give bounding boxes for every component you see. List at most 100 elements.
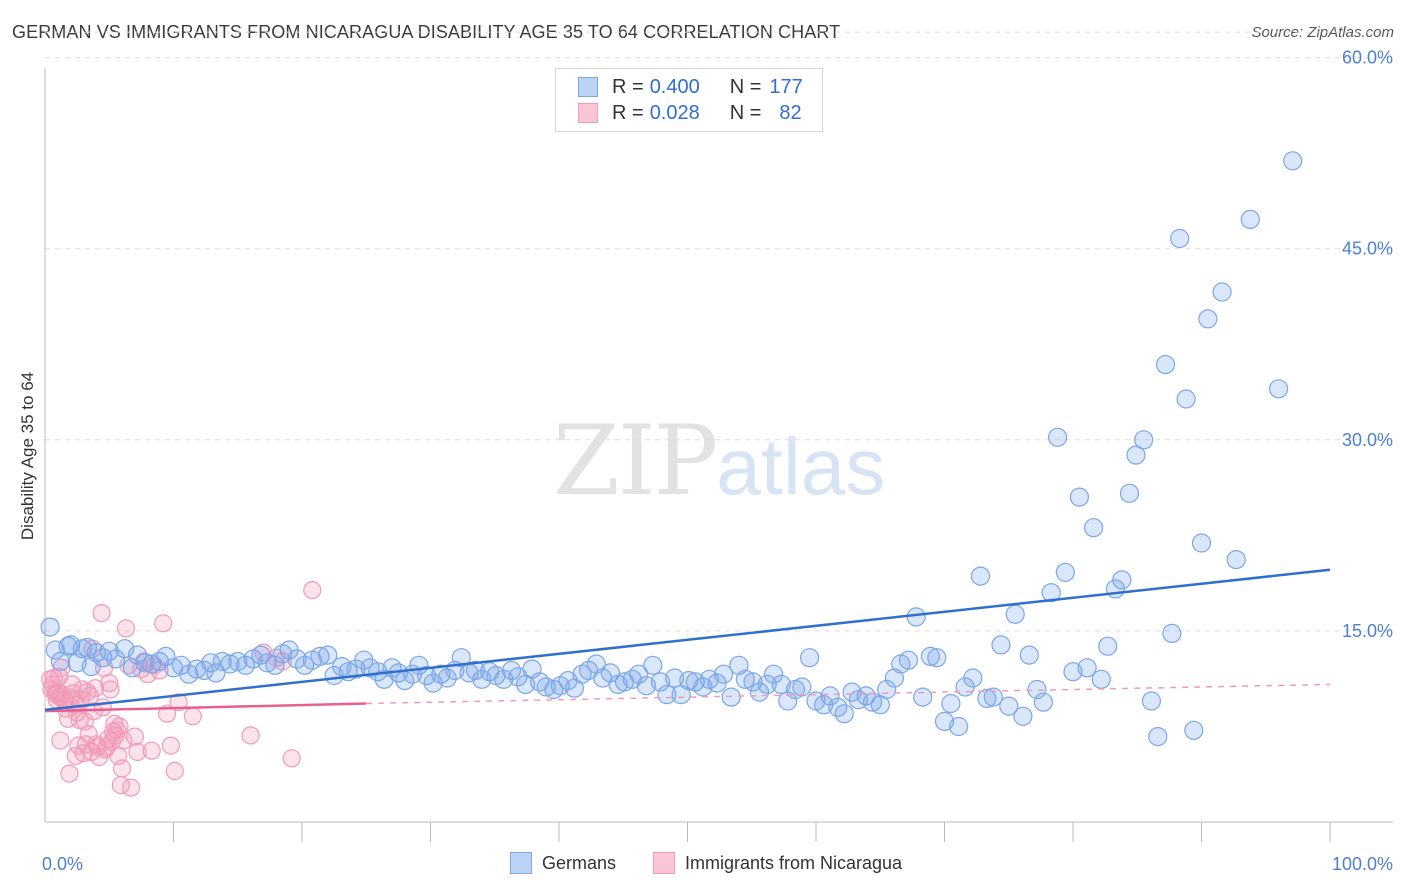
y-tick-label-2: 45.0% [1342, 239, 1393, 259]
germans-point [1055, 562, 1075, 582]
germans-point [778, 691, 798, 711]
stats-row-germans: R = 0.400 N = 177 [578, 75, 803, 99]
germans-point [287, 649, 307, 669]
germans-point [257, 653, 277, 673]
germans-point [417, 665, 437, 686]
germans-r-value: 0.400 [649, 75, 700, 98]
germans-point [1069, 487, 1090, 507]
germans-point [1119, 483, 1140, 503]
nicaragua-point [142, 741, 161, 760]
source-label: Source: ZipAtlas.com [1251, 24, 1394, 41]
germans-point [251, 645, 271, 665]
germans-point [1041, 583, 1061, 603]
germans-point [664, 668, 685, 688]
legend-nicaragua-swatch [653, 852, 675, 874]
germans-point [729, 655, 749, 675]
x-tick-label-0: 0.0% [42, 854, 83, 874]
legend-item-germans: Germans [510, 852, 616, 874]
germans-point [1005, 604, 1025, 624]
stats-row-nicaragua: R = 0.028 N = 82 [578, 101, 802, 125]
nicaragua-point [114, 731, 133, 750]
nicaragua-trend-extension [366, 683, 1331, 705]
germans-point [749, 682, 770, 702]
tick-labels: 15.0% 30.0% 45.0% 60.0% 0.0% 100.0% [42, 48, 1393, 874]
y-tick-label-0: 15.0% [1342, 621, 1393, 641]
series-legend: Germans Immigrants from Nicaragua [0, 852, 1406, 878]
nicaragua-point [303, 580, 322, 600]
germans-point [1013, 706, 1033, 726]
stats-legend: R = 0.400 N = 177 R = 0.028 N = 82 [555, 68, 823, 132]
nicaragua-point [85, 679, 105, 698]
germans-point [1141, 691, 1162, 711]
germans-point [771, 674, 791, 695]
germans-point [1198, 309, 1218, 329]
germans-point [212, 651, 232, 672]
nicaragua-point [79, 724, 98, 744]
legend-item-nicaragua: Immigrants from Nicaragua [653, 852, 902, 874]
nicaragua-point [89, 747, 109, 767]
germans-point [898, 650, 919, 670]
germans-point [693, 677, 713, 697]
grid-lines [45, 31, 1393, 632]
germans-point [45, 640, 65, 660]
germans-point [941, 693, 961, 714]
germans-point [1148, 726, 1168, 747]
germans-point [600, 663, 621, 683]
germans-point [884, 668, 905, 688]
germans-point [948, 716, 969, 737]
watermark-zip: ZIP [553, 405, 718, 517]
germans-point [934, 711, 955, 732]
nicaragua-point [169, 693, 188, 712]
germans-point [799, 648, 820, 668]
legend-germans-label: Germans [542, 852, 617, 873]
nicaragua-point [51, 731, 70, 750]
germans-point [1268, 379, 1289, 399]
nicaragua-point [128, 742, 147, 762]
germans-point [1240, 209, 1260, 229]
germans-point [913, 687, 933, 707]
nicaragua-n-value: 82 [779, 101, 802, 124]
nicaragua-point [116, 619, 136, 638]
germans-point [472, 669, 492, 689]
germans-point [650, 672, 671, 692]
germans-point [156, 646, 176, 667]
nicaragua-point [100, 673, 119, 693]
germans-point [629, 664, 649, 684]
germans-n-value: 177 [769, 75, 803, 98]
germans-point [1063, 662, 1083, 682]
germans-swatch [578, 77, 598, 97]
germans-point [757, 674, 777, 695]
y-tick-label-1: 30.0% [1342, 430, 1393, 450]
nicaragua-n-label: N = [729, 101, 762, 124]
nicaragua-point [282, 749, 301, 768]
germans-point [743, 672, 763, 692]
germans-point [657, 684, 677, 705]
germans-point [1091, 669, 1111, 689]
series-nicaragua-points [40, 580, 322, 797]
germans-point [636, 676, 657, 696]
nicaragua-point [47, 685, 66, 704]
germans-point [842, 682, 862, 702]
germans-point [679, 670, 699, 691]
series-germans-points [40, 151, 1303, 747]
germans-point [735, 669, 755, 689]
germans-point [206, 663, 226, 683]
germans-point [1077, 658, 1097, 678]
nicaragua-point [154, 614, 173, 633]
germans-point [354, 650, 374, 670]
nicaragua-point [125, 727, 144, 746]
germans-point [643, 655, 663, 675]
nicaragua-point [92, 603, 111, 623]
germans-point [1162, 623, 1182, 644]
germans-point [99, 641, 119, 661]
germans-point [1083, 518, 1104, 538]
germans-point [820, 686, 840, 706]
germans-point [1176, 389, 1196, 409]
germans-point [586, 654, 606, 674]
nicaragua-trend-line [44, 702, 367, 713]
germans-point [970, 566, 991, 586]
germans-n-label: N = [729, 75, 762, 98]
germans-point [318, 645, 338, 665]
germans-point [1126, 445, 1146, 465]
